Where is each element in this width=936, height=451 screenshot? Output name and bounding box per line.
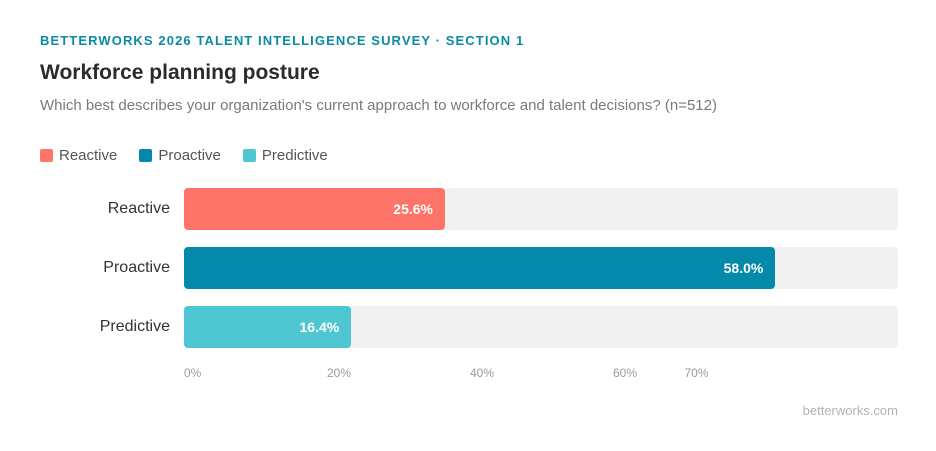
legend-label-predictive: Predictive bbox=[261, 147, 328, 164]
legend-item-reactive: Reactive bbox=[40, 147, 117, 164]
bar-proactive bbox=[184, 247, 776, 289]
legend-item-proactive: Proactive bbox=[139, 147, 221, 164]
legend-swatch-predictive bbox=[242, 149, 256, 162]
chart-subtitle: Which best describes your organization's… bbox=[40, 97, 717, 114]
bar-value-label-proactive: 58.0% bbox=[723, 260, 764, 276]
x-tick-label: 60% bbox=[613, 366, 638, 380]
legend-swatch-proactive bbox=[139, 149, 153, 162]
legend-label-proactive: Proactive bbox=[158, 147, 221, 164]
source-footer: betterworks.com bbox=[802, 403, 898, 418]
category-label-predictive: Predictive bbox=[99, 318, 170, 335]
survey-eyebrow: BETTERWORKS 2026 TALENT INTELLIGENCE SUR… bbox=[40, 33, 525, 48]
legend-swatch-reactive bbox=[40, 149, 53, 162]
bar-predictive bbox=[184, 306, 352, 348]
bar-chart: Reactive 25.6% Proactive 58.0% Predictive 16.… bbox=[0, 180, 936, 390]
x-tick-label: 20% bbox=[327, 366, 352, 380]
legend-item-predictive: Predictive bbox=[242, 147, 328, 164]
x-tick-label: 40% bbox=[470, 366, 495, 380]
bar-value-label-predictive: 16.4% bbox=[299, 319, 340, 335]
legend-label-reactive: Reactive bbox=[59, 147, 118, 164]
category-label-proactive: Proactive bbox=[103, 259, 170, 276]
chart-legend: Reactive Proactive Predictive bbox=[40, 147, 328, 164]
bar-reactive bbox=[184, 188, 445, 230]
chart-title: Workforce planning posture bbox=[40, 61, 320, 84]
x-tick-label: 0% bbox=[184, 366, 202, 380]
category-label-reactive: Reactive bbox=[107, 200, 170, 217]
x-tick-label: 70% bbox=[684, 366, 709, 380]
bar-value-label-reactive: 25.6% bbox=[393, 201, 433, 217]
